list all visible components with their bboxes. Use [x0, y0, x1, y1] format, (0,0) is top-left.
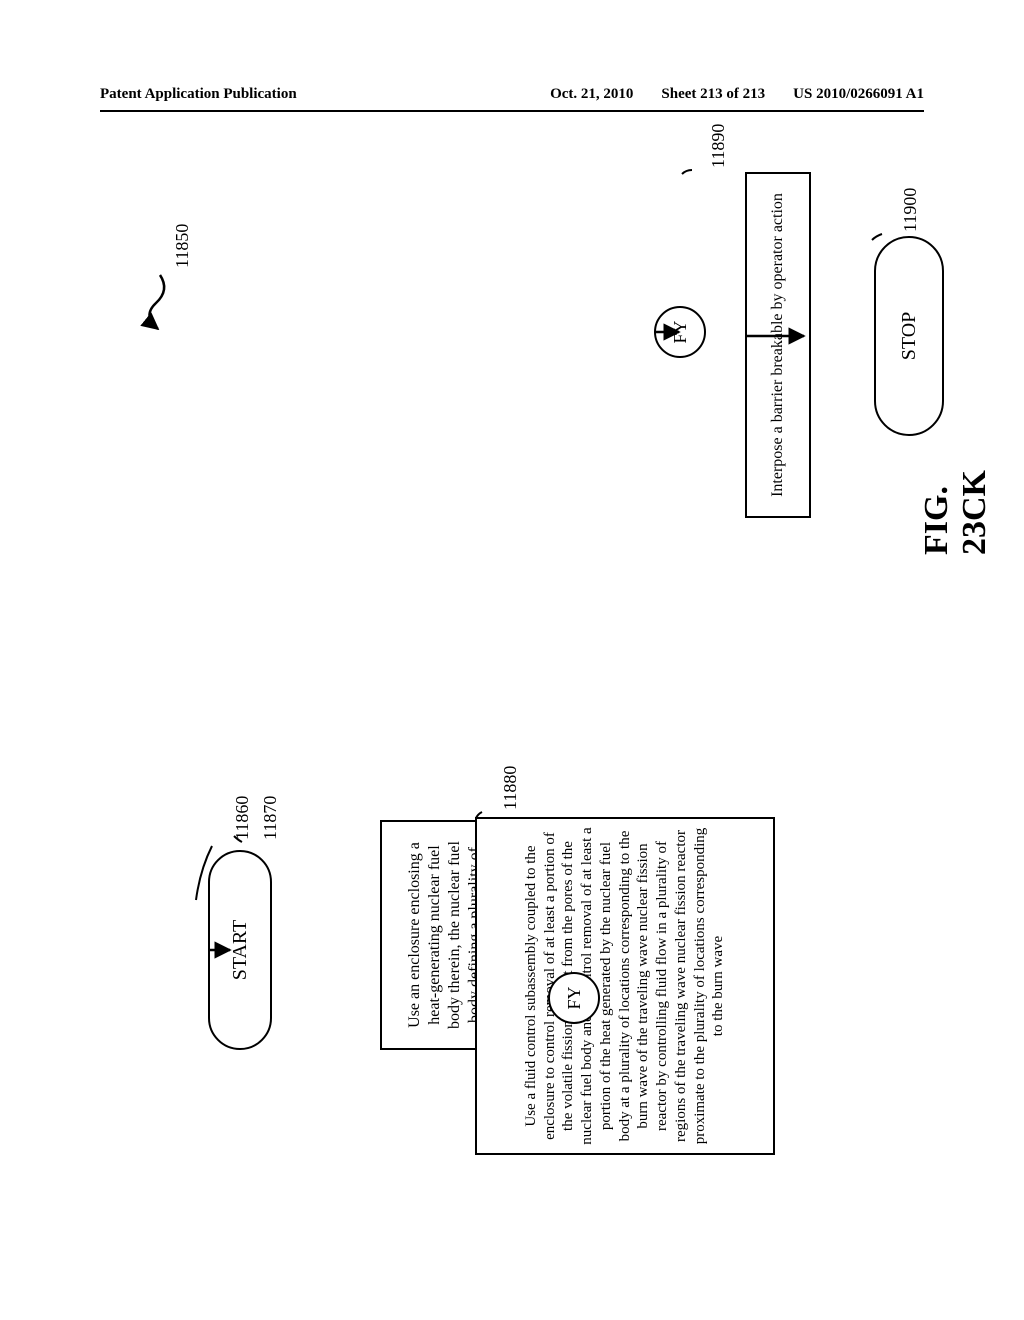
header-sheet: Sheet 213 of 213 [661, 86, 765, 103]
diagram-canvas: START 11860 11850 Use an enclosure enclo… [100, 140, 924, 1180]
page-header: Patent Application Publication Oct. 21, … [100, 86, 924, 103]
header-pubno: US 2010/0266091 A1 [793, 86, 924, 103]
leader-11880 [476, 812, 482, 818]
arrow-11850 [149, 275, 164, 329]
header-right: Oct. 21, 2010 Sheet 213 of 213 US 2010/0… [550, 86, 924, 103]
leader-11860 [196, 846, 212, 900]
page: Patent Application Publication Oct. 21, … [0, 0, 1024, 1320]
arrows-overlay [100, 140, 924, 1180]
leader-11900 [872, 234, 882, 240]
header-left: Patent Application Publication [100, 86, 297, 103]
leader-11890 [682, 170, 692, 174]
header-date: Oct. 21, 2010 [550, 86, 633, 103]
leader-11870 [234, 836, 242, 842]
figure-caption: FIG. 23CK [918, 470, 994, 555]
header-rule [100, 110, 924, 112]
